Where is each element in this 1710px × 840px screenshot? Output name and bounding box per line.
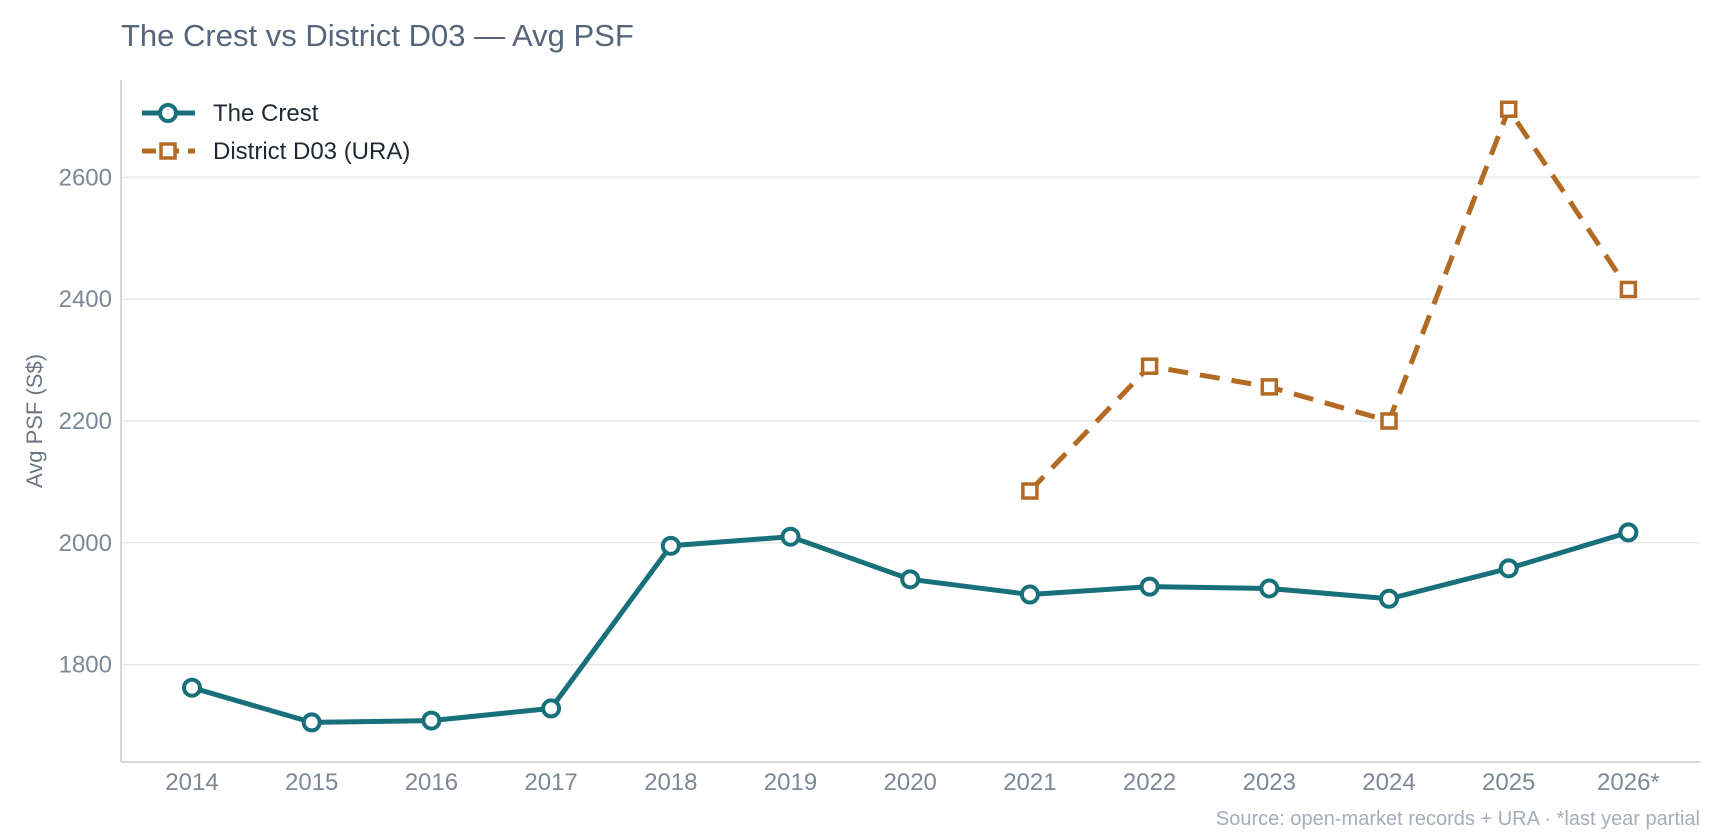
x-tick-label: 2017 [524,769,577,796]
legend-item: District D03 (URA) [142,138,410,165]
legend-marker [159,142,177,160]
data-point [1140,357,1159,375]
series-line [191,530,1630,725]
x-tick-label: 2023 [1243,769,1296,796]
x-tick-label: 2020 [884,769,937,796]
x-tick-label: 2018 [644,769,697,796]
y-tick-label: 2000 [59,530,112,557]
x-tick-label: 2014 [165,769,218,796]
series-layer [182,100,1639,733]
legend: The Crest District D03 (URA) [142,100,410,165]
y-tick-label: 2200 [59,408,112,435]
x-tick-label: 2025 [1482,769,1535,796]
x-tick-label: 2016 [405,769,458,796]
data-point [1259,578,1280,599]
x-tick-label: 2026* [1597,769,1660,796]
chart-title: The Crest vs District D03 — Avg PSF [121,18,634,53]
legend-item: The Crest [142,100,319,127]
legend-label: The Crest [213,100,319,127]
data-point [301,712,322,733]
x-tick-label: 2019 [764,769,817,796]
data-point [780,526,801,547]
x-tick-label: 2021 [1003,769,1056,796]
data-point [900,569,921,590]
x-tick-label: 2022 [1123,769,1176,796]
data-point [1379,588,1399,609]
data-point [182,677,202,698]
source-note: Source: open-market records + URA · *las… [1216,808,1700,830]
data-point [1619,280,1638,299]
data-point [541,698,562,719]
data-point [1380,412,1398,430]
series-2 [1021,100,1638,500]
data-point [660,535,681,556]
y-tick-labels: 1800 2000 2200 2400 2600 [59,164,112,678]
data-point [1499,100,1518,118]
data-point [1498,558,1519,579]
grid-lines [121,176,1700,666]
legend-label: District D03 (URA) [213,138,410,165]
legend-marker [158,103,178,123]
series-line [1028,106,1631,493]
data-point [1019,584,1040,605]
y-tick-label: 2400 [59,286,112,313]
data-point [1139,576,1160,597]
data-point [1260,378,1279,396]
data-point [421,710,442,731]
data-point [1618,522,1639,543]
x-tick-label: 2015 [285,769,338,796]
x-tick-label: 2024 [1362,769,1415,796]
x-tick-labels: 2014 2015 2016 2017 2018 2019 2020 2021 2022 2023… [165,769,1659,796]
series-1 [182,522,1639,733]
y-axis-label: Avg PSF (S$) [22,354,47,488]
y-tick-label: 2600 [59,164,112,191]
data-point [1021,482,1039,500]
y-tick-label: 1800 [59,652,112,679]
